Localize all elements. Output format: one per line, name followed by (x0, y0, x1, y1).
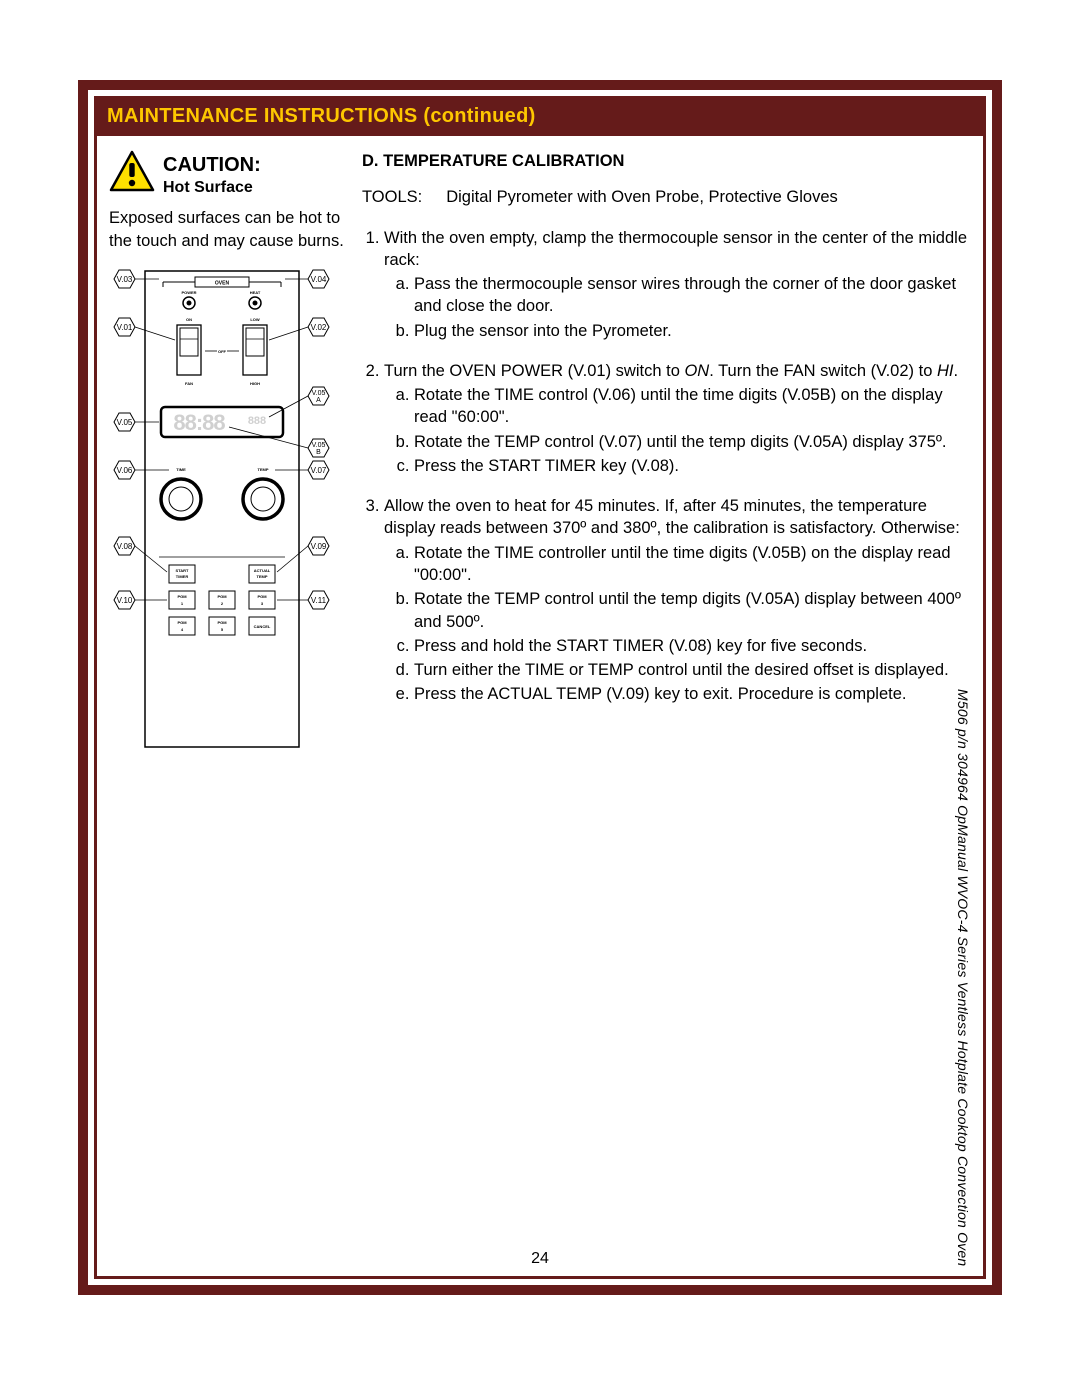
svg-text:OVEN: OVEN (215, 280, 230, 286)
svg-text:ACTUAL: ACTUAL (254, 568, 271, 573)
svg-text:CANCEL: CANCEL (254, 624, 271, 629)
step-3d: Turn either the TIME or TEMP control unt… (414, 659, 971, 681)
svg-text:START: START (175, 568, 189, 573)
svg-text:TEMP: TEMP (257, 467, 268, 472)
side-document-id: M506 p/n 304964 OpManual WVOC-4 Series V… (955, 689, 971, 1266)
tools-body: Digital Pyrometer with Oven Probe, Prote… (446, 186, 971, 208)
caution-subtitle: Hot Surface (163, 179, 261, 197)
section-title: D. TEMPERATURE CALIBRATION (362, 150, 971, 172)
svg-text:V.11: V.11 (311, 596, 327, 605)
step-3: Allow the oven to heat for 45 minutes. I… (384, 495, 971, 705)
svg-text:V.03: V.03 (117, 275, 133, 284)
step-3c: Press and hold the START TIMER (V.08) ke… (414, 635, 971, 657)
step-2-post: . (953, 362, 958, 380)
inner-border: MAINTENANCE INSTRUCTIONS (continued) CAU… (94, 96, 986, 1279)
svg-text:PGM: PGM (177, 620, 187, 625)
step-2-on: ON (684, 362, 709, 380)
tools-row: TOOLS: Digital Pyrometer with Oven Probe… (362, 186, 971, 208)
caution-body: Exposed surfaces can be hot to the touch… (109, 207, 344, 253)
svg-text:888: 888 (248, 415, 266, 427)
step-2-hi: HI (937, 362, 954, 380)
svg-text:PGM: PGM (177, 594, 187, 599)
svg-text:V.06: V.06 (117, 466, 133, 475)
svg-text:A: A (316, 397, 321, 404)
step-2c: Press the START TIMER key (V.08). (414, 455, 971, 477)
svg-text:V.02: V.02 (311, 323, 327, 332)
svg-text:OFF: OFF (218, 349, 227, 354)
svg-text:POWER: POWER (181, 290, 196, 295)
procedure-list: With the oven empty, clamp the thermocou… (362, 227, 971, 706)
step-3a: Rotate the TIME controller until the tim… (414, 542, 971, 587)
svg-text:V.05: V.05 (312, 442, 326, 449)
caution-title: CAUTION: (163, 154, 261, 177)
svg-text:FAN: FAN (185, 381, 193, 386)
left-column: CAUTION: Hot Surface Exposed surfaces ca… (109, 150, 344, 757)
content-area: CAUTION: Hot Surface Exposed surfaces ca… (97, 136, 983, 773)
right-column: D. TEMPERATURE CALIBRATION TOOLS: Digita… (362, 150, 971, 757)
svg-text:V.08: V.08 (117, 542, 133, 551)
step-2-mid: . Turn the FAN switch (V.02) to (709, 362, 937, 380)
svg-text:ON: ON (186, 317, 192, 322)
svg-text:88:88: 88:88 (173, 410, 225, 435)
svg-text:V.09: V.09 (311, 542, 327, 551)
step-3b: Rotate the TEMP control until the temp d… (414, 588, 971, 633)
warning-icon (109, 150, 155, 192)
svg-text:V.04: V.04 (311, 275, 327, 284)
svg-text:V.07: V.07 (311, 466, 327, 475)
svg-text:LOW: LOW (250, 317, 260, 322)
step-3-text: Allow the oven to heat for 45 minutes. I… (384, 497, 960, 537)
control-panel-diagram: OVEN POWER HEAT ON LOW (109, 267, 334, 752)
svg-text:B: B (316, 449, 321, 456)
step-2a: Rotate the TIME control (V.06) until the… (414, 384, 971, 429)
step-1a: Pass the thermocouple sensor wires throu… (414, 273, 971, 318)
svg-text:V.05: V.05 (312, 390, 326, 397)
section-header: MAINTENANCE INSTRUCTIONS (continued) (97, 99, 983, 136)
step-3e: Press the ACTUAL TEMP (V.09) key to exit… (414, 683, 971, 705)
svg-text:V.05: V.05 (117, 418, 133, 427)
caution-block: CAUTION: Hot Surface (109, 150, 344, 197)
svg-text:PGM: PGM (217, 620, 227, 625)
step-2-pre: Turn the OVEN POWER (V.01) switch to (384, 362, 684, 380)
svg-text:V.01: V.01 (117, 323, 133, 332)
step-1: With the oven empty, clamp the thermocou… (384, 227, 971, 342)
step-2b: Rotate the TEMP control (V.07) until the… (414, 431, 971, 453)
svg-text:HIGH: HIGH (250, 381, 260, 386)
page-number: 24 (97, 1250, 983, 1268)
svg-text:TIMER: TIMER (176, 574, 189, 579)
svg-text:TEMP: TEMP (256, 574, 267, 579)
step-1-text: With the oven empty, clamp the thermocou… (384, 229, 967, 269)
step-1b: Plug the sensor into the Pyrometer. (414, 320, 971, 342)
svg-text:TIME: TIME (176, 467, 186, 472)
step-2: Turn the OVEN POWER (V.01) switch to ON.… (384, 360, 971, 477)
svg-text:PGM: PGM (217, 594, 227, 599)
svg-text:V.10: V.10 (117, 596, 133, 605)
svg-text:PGM: PGM (257, 594, 267, 599)
outer-border: MAINTENANCE INSTRUCTIONS (continued) CAU… (78, 80, 1002, 1295)
svg-text:HEAT: HEAT (250, 290, 261, 295)
tools-label: TOOLS: (362, 186, 422, 208)
